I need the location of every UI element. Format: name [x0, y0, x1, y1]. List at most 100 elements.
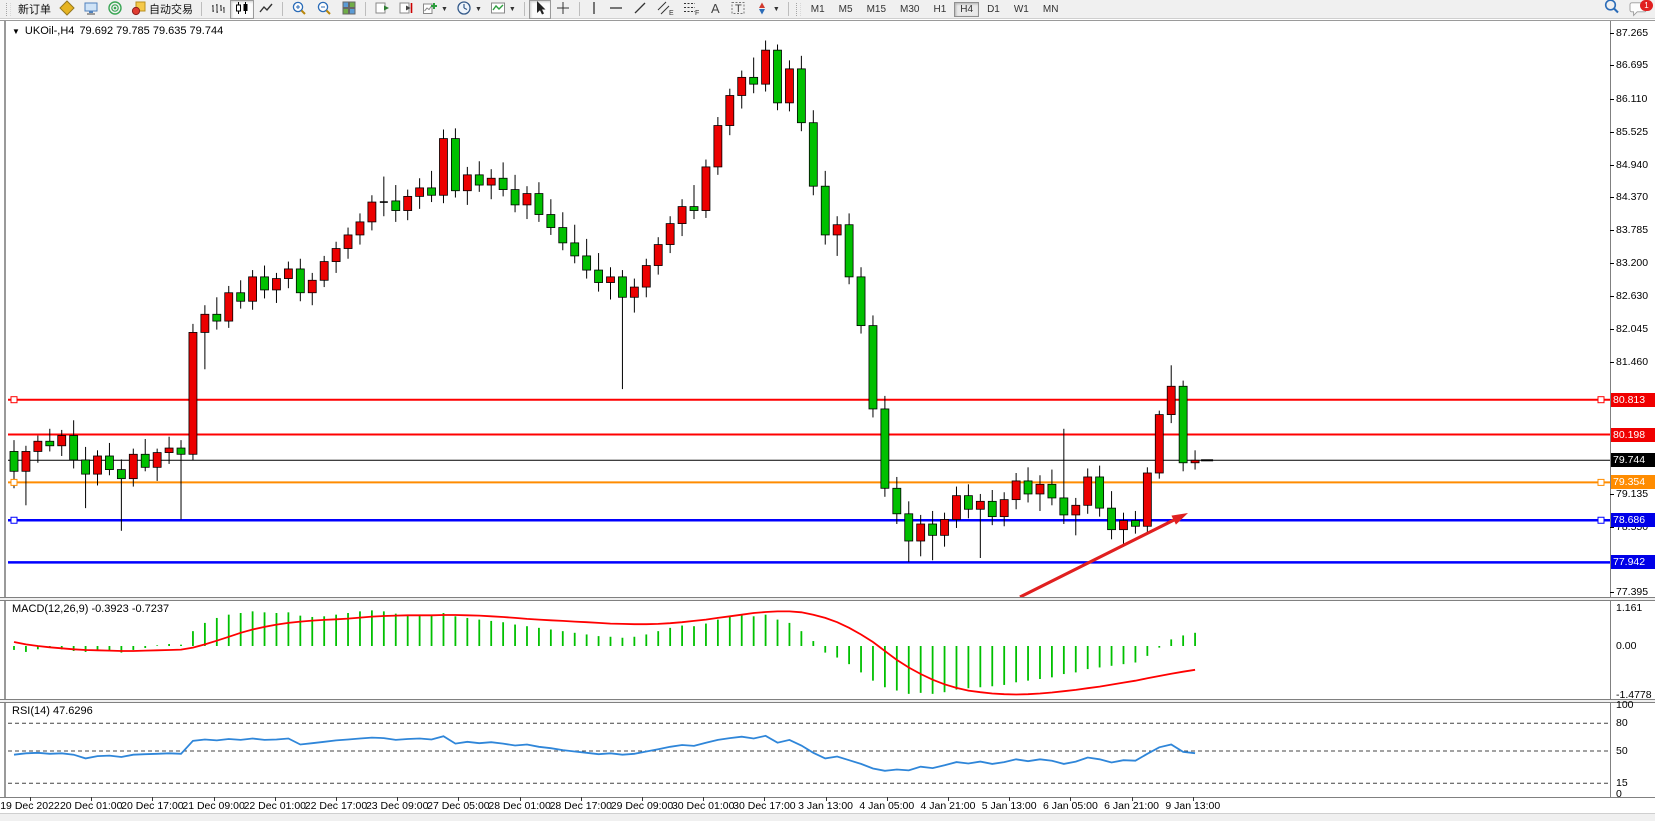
market-watch-icon: [83, 0, 99, 19]
candle-body: [176, 447, 186, 455]
toolbar-grip[interactable]: [795, 2, 801, 16]
timeframe-button-h1[interactable]: H1: [933, 3, 947, 15]
chart-title[interactable]: ▼ UKOil-,H4 79.692 79.785 79.635 79.744: [12, 25, 223, 37]
charts-button[interactable]: [55, 0, 79, 19]
text-icon: A: [708, 0, 722, 19]
zoom-out-button[interactable]: [312, 0, 337, 19]
zoom-in-icon: [291, 0, 308, 19]
candle-body: [582, 255, 592, 271]
tile-windows-button[interactable]: [337, 0, 361, 19]
line-chart-button[interactable]: [254, 0, 278, 19]
notifications-button[interactable]: 1: [1629, 0, 1653, 18]
fibonacci-button[interactable]: F: [678, 0, 704, 19]
pane-splitter[interactable]: [0, 699, 1655, 703]
candle-body: [152, 452, 162, 468]
time-label: 4 Jan 05:00: [859, 800, 915, 812]
chart-shift-button[interactable]: [394, 0, 418, 19]
hline-handle[interactable]: [1597, 396, 1605, 404]
zoom-in-button[interactable]: [287, 0, 312, 19]
periods-button[interactable]: ▼: [452, 0, 486, 19]
hline-handle[interactable]: [1597, 516, 1605, 524]
candle-body: [1035, 483, 1045, 495]
trend-arrow-head[interactable]: [1171, 513, 1188, 525]
vertical-line-button[interactable]: [584, 0, 604, 19]
timeframe-button-w1[interactable]: W1: [1013, 3, 1029, 15]
candle-body: [987, 500, 997, 518]
timeframe-button-m5[interactable]: M5: [838, 3, 853, 15]
hline-handle[interactable]: [10, 516, 18, 524]
candle-body: [1047, 483, 1057, 499]
separator: [201, 2, 202, 16]
candle-body: [761, 49, 770, 85]
hline-handle[interactable]: [10, 396, 18, 404]
candle-body: [343, 234, 353, 249]
chevron-down-icon: ▼: [474, 5, 482, 13]
signals-button[interactable]: [103, 0, 127, 19]
timeframe-button-d1[interactable]: D1: [987, 3, 1000, 15]
trendline-button[interactable]: [628, 0, 652, 19]
price-line-label: 80.813: [1611, 392, 1655, 407]
equidistant-channel-button[interactable]: E: [652, 0, 678, 19]
timeframe-button-mn[interactable]: MN: [1042, 3, 1059, 15]
indicators-button[interactable]: ▼: [418, 0, 452, 19]
text-button[interactable]: A: [704, 0, 726, 19]
time-label: 30 Dec 01:00: [671, 800, 735, 812]
time-tick: [886, 797, 888, 801]
time-label: 28 Dec 17:00: [549, 800, 613, 812]
bar-chart-button[interactable]: [206, 0, 230, 19]
separator: [578, 2, 580, 16]
horizontal-lines-group[interactable]: [8, 398, 1610, 564]
horizontal-line-button[interactable]: [604, 0, 628, 19]
candle-body: [57, 435, 67, 447]
hline-handle[interactable]: [10, 478, 18, 486]
auto-scroll-button[interactable]: [370, 0, 394, 19]
timeframe-button-m30[interactable]: M30: [900, 3, 920, 15]
new-order-button[interactable]: 新订单: [18, 4, 51, 16]
line-chart-icon: [258, 0, 274, 19]
svg-text:T: T: [735, 3, 742, 15]
rsi-axis-label: 15: [1616, 777, 1628, 790]
macd-pane-canvas[interactable]: [8, 601, 1610, 699]
candle-body: [498, 177, 508, 190]
price-axis-border: [1610, 21, 1611, 797]
trendline-icon: [632, 0, 648, 19]
candlestick-chart-button[interactable]: [230, 0, 254, 19]
candle-body: [701, 166, 711, 211]
timeframe-button-m1[interactable]: M1: [810, 3, 825, 15]
pane-splitter[interactable]: [0, 597, 1655, 601]
candle-body: [713, 125, 723, 168]
candle-body: [140, 453, 150, 468]
arrows-button[interactable]: ▼: [750, 0, 784, 19]
search-icon[interactable]: [1603, 0, 1621, 20]
candle-body: [952, 495, 961, 520]
price-tick-label: 87.265: [1609, 27, 1649, 39]
hline-handle[interactable]: [1597, 478, 1605, 486]
crosshair-button[interactable]: [551, 0, 575, 19]
time-tick: [703, 797, 705, 801]
toolbar-grip[interactable]: [6, 2, 11, 16]
timeframe-button-m15[interactable]: M15: [866, 3, 887, 15]
candle-body: [975, 500, 985, 510]
timeframe-button-h4[interactable]: H4: [954, 1, 980, 17]
candles-group: [9, 40, 1200, 562]
market-watch-button[interactable]: [79, 0, 103, 19]
cursor-button[interactable]: [528, 0, 551, 19]
auto-trading-button[interactable]: 自动交易: [127, 0, 197, 19]
candle-body: [1023, 480, 1033, 495]
chevron-down-icon: ▼: [508, 5, 516, 13]
candle-body: [749, 76, 759, 85]
price-tick-label: 77.395: [1609, 586, 1649, 599]
templates-icon: [490, 0, 506, 19]
indicators-icon: [422, 0, 438, 19]
candle-body: [1011, 480, 1021, 501]
rsi-pane-canvas[interactable]: [8, 703, 1610, 797]
rsi-axis-label: 100: [1616, 698, 1634, 711]
text-label-button[interactable]: T: [726, 0, 750, 19]
candle-body: [570, 242, 580, 257]
templates-button[interactable]: ▼: [486, 0, 520, 19]
main-chart-canvas[interactable]: [8, 22, 1610, 597]
trend-arrow-line[interactable]: [1019, 516, 1178, 597]
toolbar: 新订单 自动交易 ▼ ▼ ▼ E F A T ▼ M: [0, 0, 1655, 19]
candle-body: [260, 276, 269, 291]
candle-body: [737, 76, 747, 96]
